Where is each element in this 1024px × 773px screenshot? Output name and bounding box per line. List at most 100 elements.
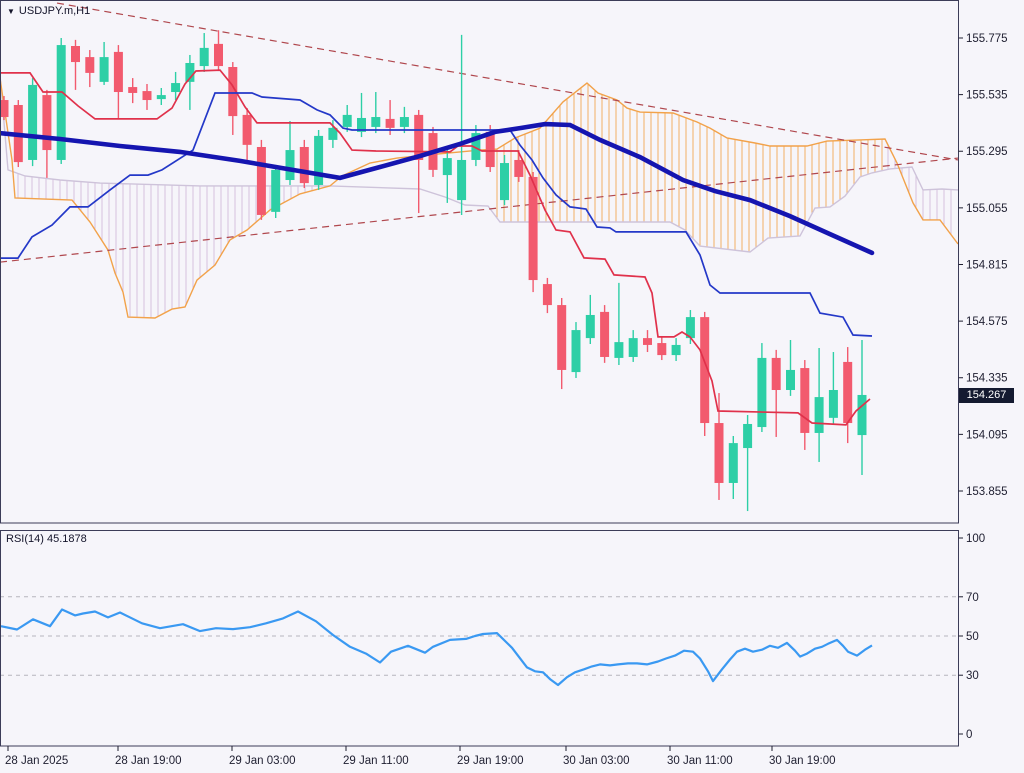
- senkou-span-a-line: [0, 74, 959, 253]
- candle-body: [528, 176, 538, 281]
- candle-body: [471, 133, 481, 160]
- candle-body: [571, 330, 581, 373]
- candlestick-series: [0, 30, 867, 512]
- candle-body: [757, 357, 767, 428]
- rsi-tick-label: 100: [966, 533, 985, 545]
- kijun-sen-line: [0, 92, 873, 337]
- candle-body: [256, 146, 266, 215]
- time-tick-label: 30 Jan 19:00: [769, 755, 836, 767]
- candle-body: [371, 117, 381, 127]
- candle-body: [271, 169, 281, 212]
- price-tick-label: 155.055: [966, 203, 1008, 215]
- tenkan-sen-line: [0, 69, 871, 426]
- candle-body: [357, 117, 366, 132]
- candle-body: [500, 163, 509, 201]
- time-tick-label: 29 Jan 11:00: [343, 755, 409, 767]
- candle-body: [42, 95, 52, 151]
- candle-body: [614, 342, 624, 358]
- time-tick-label: 28 Jan 2025: [5, 755, 68, 767]
- main-price-pane[interactable]: [0, 2, 959, 512]
- candle-body: [385, 118, 395, 128]
- candle-body: [0, 100, 9, 118]
- candle-body: [28, 84, 38, 160]
- time-tick-label: 28 Jan 19:00: [115, 755, 182, 767]
- candle-body: [399, 117, 409, 127]
- candle-body: [643, 338, 652, 345]
- rsi-tick-label: 0: [966, 729, 972, 741]
- candle-body: [285, 150, 295, 181]
- candle-body: [800, 368, 810, 433]
- candle-body: [700, 317, 710, 424]
- rsi-line: [0, 608, 873, 687]
- price-tick-label: 155.775: [966, 33, 1008, 45]
- candle-body: [657, 343, 667, 356]
- ema-line: [0, 121, 875, 256]
- candle-body: [857, 394, 867, 436]
- price-tick-label: 154.095: [966, 429, 1008, 441]
- rsi-axis[interactable]: 100 70 50 30 0: [958, 533, 986, 741]
- candle-body: [228, 67, 238, 117]
- candle-body: [442, 158, 452, 176]
- rsi-tick-label: 70: [966, 592, 979, 604]
- candle-body: [85, 57, 95, 73]
- candle-body: [485, 131, 495, 168]
- candle-body: [685, 317, 695, 339]
- rsi-tick-label: 30: [966, 670, 979, 682]
- candle-body: [328, 127, 338, 140]
- time-tick-label: 30 Jan 11:00: [667, 755, 733, 767]
- candle-body: [786, 369, 795, 391]
- candle-body: [185, 62, 195, 82]
- candle-body: [843, 361, 853, 424]
- price-tick-label: 154.575: [966, 316, 1008, 328]
- candle-body: [542, 284, 552, 306]
- candle-body: [242, 114, 252, 145]
- rsi-pane-frame: [0, 530, 959, 747]
- candle-body: [199, 47, 209, 67]
- candle-body: [128, 87, 138, 93]
- candle-body: [342, 114, 352, 127]
- price-tick-label: 154.815: [966, 259, 1008, 271]
- candle-body: [299, 146, 309, 184]
- main-pane-frame: [0, 0, 959, 524]
- candle-body: [514, 159, 524, 177]
- candle-body: [585, 314, 595, 339]
- symbol-label: USDJPY.m,H1: [18, 5, 91, 17]
- candle-body: [414, 114, 424, 160]
- time-tick-label: 29 Jan 03:00: [229, 755, 296, 767]
- price-tick-label: 153.855: [966, 486, 1008, 498]
- candle-body: [142, 91, 152, 101]
- rsi-tick-label: 50: [966, 631, 979, 643]
- time-tick-label: 29 Jan 19:00: [457, 755, 524, 767]
- candle-body: [557, 305, 567, 370]
- chevron-down-icon[interactable]: ▼: [7, 7, 15, 16]
- candle-body: [56, 45, 66, 160]
- time-axis[interactable]: 28 Jan 2025 28 Jan 19:00 29 Jan 03:00 29 Ja…: [5, 746, 836, 767]
- price-tick-label: 155.535: [966, 90, 1008, 102]
- price-tick-label: 154.335: [966, 373, 1008, 385]
- symbol-selector[interactable]: ▼ USDJPY.m,H1: [7, 5, 90, 18]
- candle-body: [628, 338, 638, 357]
- price-axis[interactable]: 155.775 155.535 155.295 155.055 154.815 154.5…: [958, 33, 1008, 498]
- candle-body: [214, 43, 223, 67]
- time-tick-label: 30 Jan 03:00: [563, 755, 630, 767]
- candle-body: [814, 397, 824, 433]
- rsi-pane[interactable]: [0, 596, 958, 687]
- candle-body: [771, 357, 781, 391]
- trendline-2[interactable]: [0, 157, 959, 263]
- candle-body: [600, 311, 610, 357]
- candle-body: [71, 46, 80, 63]
- price-tick-label: 155.295: [966, 146, 1008, 158]
- current-price-badge: 154.267: [959, 388, 1014, 403]
- candle-body: [99, 57, 109, 82]
- trendline-1[interactable]: [56, 2, 959, 161]
- candle-body: [457, 159, 467, 201]
- candle-body: [156, 95, 166, 100]
- rsi-indicator-label: RSI(14) 45.1878: [6, 533, 87, 545]
- candle-body: [671, 344, 681, 356]
- candle-body: [743, 423, 753, 449]
- candle-body: [171, 83, 181, 93]
- candle-body: [828, 390, 838, 418]
- candle-body: [728, 443, 738, 483]
